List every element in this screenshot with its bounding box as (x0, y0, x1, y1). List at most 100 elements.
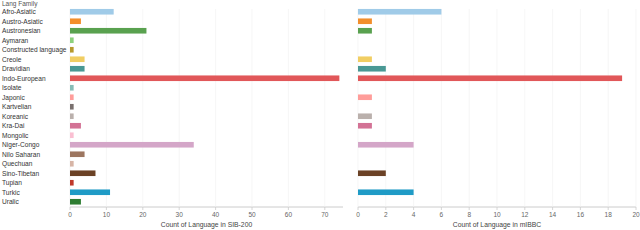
bar (70, 170, 95, 176)
bar (70, 85, 74, 91)
bar (70, 94, 74, 100)
tick-mark (552, 207, 553, 210)
grid-line (552, 9, 553, 207)
category-label: Niger-Congo (2, 141, 40, 149)
category-label: Nilo Saharan (2, 151, 40, 158)
grid-line (497, 9, 498, 207)
bar (358, 151, 359, 157)
tick-label: 8 (467, 211, 471, 218)
tick-label: 20 (139, 211, 147, 218)
category-label: Uralic (2, 198, 20, 205)
bar (70, 9, 114, 15)
bar (358, 37, 359, 43)
bar (358, 113, 372, 119)
tick-mark (106, 207, 107, 210)
tick-mark (636, 207, 637, 210)
category-label: Afro-Asiatic (2, 8, 36, 15)
bar (358, 18, 372, 24)
bar (358, 47, 359, 53)
tick-mark (441, 207, 442, 210)
tick-mark (608, 207, 609, 210)
grid-line (441, 9, 442, 207)
category-label: Aymaran (2, 37, 29, 45)
grid-line (106, 9, 107, 207)
grid-line (179, 9, 180, 207)
grid-line (469, 9, 470, 207)
bar (70, 104, 74, 110)
tick-label: 2 (384, 211, 388, 218)
tick-label: 16 (577, 211, 585, 218)
bar (358, 180, 359, 186)
axis-title: Count of Language in mIBBC (453, 221, 542, 229)
axis-title: Lang Family (2, 0, 38, 8)
bar (358, 56, 372, 62)
tick-mark (497, 207, 498, 210)
bar (70, 56, 85, 62)
category-label: Austro-Asiatic (2, 18, 43, 25)
category-label: Constructed language (2, 46, 67, 54)
tick-mark (580, 207, 581, 210)
bar (358, 189, 414, 195)
bars (70, 9, 339, 205)
bar (70, 37, 74, 43)
category-label: Dravidian (2, 65, 30, 72)
bar (70, 47, 74, 53)
category-label: Creole (2, 56, 22, 63)
tick-label: 14 (549, 211, 557, 218)
category-label: Isolate (2, 84, 22, 91)
category-label: Kra-Dai (2, 122, 25, 129)
bar (358, 170, 386, 176)
grid-line (358, 9, 359, 207)
tick-mark (469, 207, 470, 210)
grid-line (142, 9, 143, 207)
tick-label: 18 (605, 211, 613, 218)
grid-line (580, 9, 581, 207)
category-label: Quechuan (2, 160, 33, 168)
grid-line (288, 9, 289, 207)
bar (70, 132, 74, 138)
tick-label: 60 (285, 211, 293, 218)
axis-line (70, 207, 343, 208)
bar (70, 189, 110, 195)
tick-mark (288, 207, 289, 210)
tick-mark (524, 207, 525, 210)
tick-label: 4 (412, 211, 416, 218)
tick-mark (413, 207, 414, 210)
bar (358, 132, 359, 138)
grid-line (636, 9, 637, 207)
bar (358, 94, 372, 100)
chart-root: Lang Family010203040506070Count of Langu… (0, 0, 640, 230)
grid-line (215, 9, 216, 207)
tick-label: 10 (493, 211, 501, 218)
category-label: Indo-European (2, 75, 46, 83)
bar (70, 142, 194, 148)
grid-line (252, 9, 253, 207)
bar (70, 123, 81, 129)
tick-mark (179, 207, 180, 210)
bar (358, 85, 359, 91)
bar (358, 75, 622, 81)
bar (358, 9, 441, 15)
tick-label: 50 (248, 211, 256, 218)
grid-line (524, 9, 525, 207)
bar (70, 113, 74, 119)
axis-title: Count of Language in SIB-200 (161, 221, 253, 229)
tick-mark (252, 207, 253, 210)
bars (358, 9, 622, 195)
bar (358, 161, 359, 167)
category-label: Sino-Tibetan (2, 170, 39, 177)
bar (70, 28, 146, 34)
tick-label: 40 (212, 211, 220, 218)
tick-label: 0 (356, 211, 360, 218)
category-label: Koreanic (2, 113, 29, 120)
tick-label: 20 (632, 211, 640, 218)
category-label: Kartvelian (2, 103, 32, 110)
bar (358, 66, 386, 72)
grid-line (385, 9, 386, 207)
tick-label: 12 (521, 211, 529, 218)
category-label: Turkic (2, 189, 20, 196)
category-label: Austronesian (2, 27, 41, 34)
bar (70, 151, 85, 157)
bar (70, 180, 74, 186)
category-label: Japonic (2, 94, 25, 102)
